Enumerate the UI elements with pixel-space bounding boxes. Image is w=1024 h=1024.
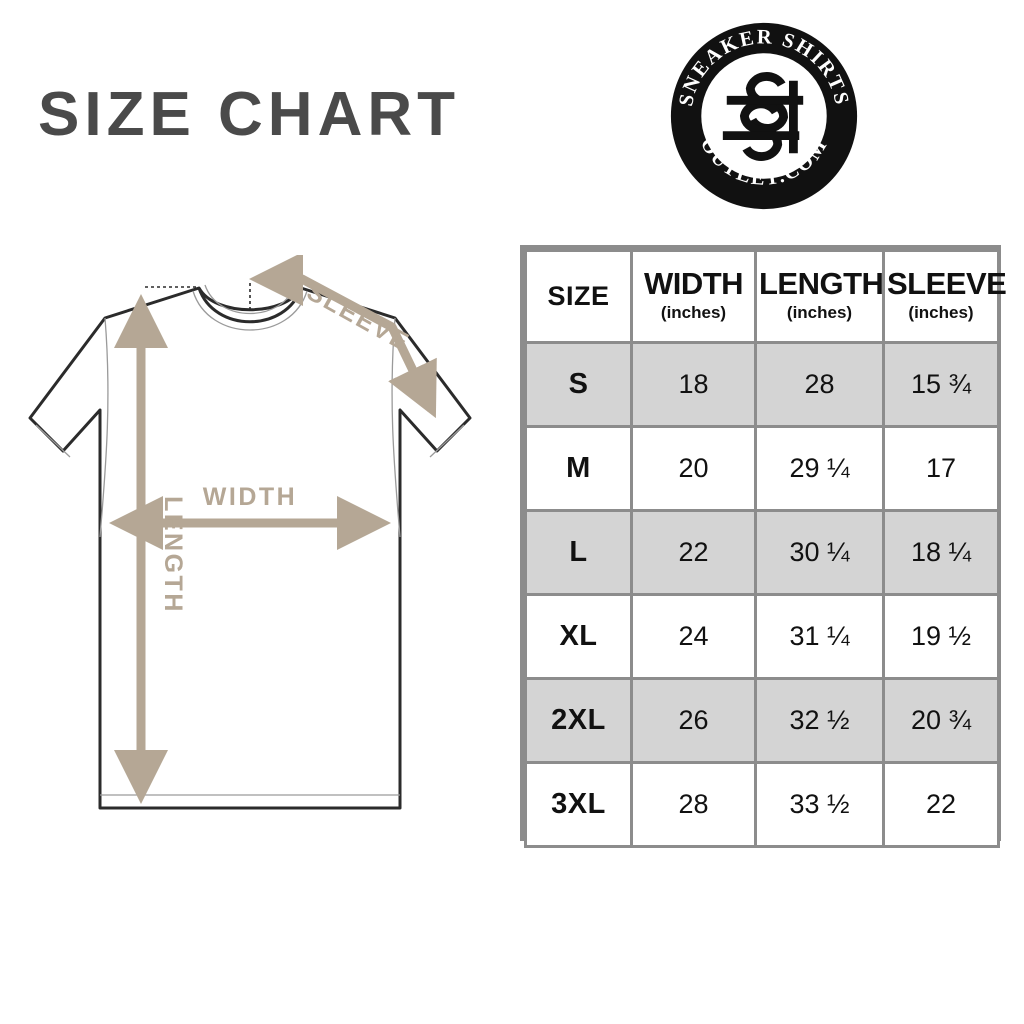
cell-sleeve: 22 <box>882 761 1000 848</box>
column-header-sleeve-label: SLEEVE <box>887 265 1007 301</box>
column-header-width-unit: (inches) <box>660 302 727 322</box>
cell-size: 3XL <box>524 761 633 848</box>
cell-sleeve: 19 ½ <box>882 593 1000 680</box>
table-body: S 18 28 15 ¾ M 20 29 ¼ 17 L 22 30 ¼ 18 ¼ <box>524 341 1000 848</box>
column-header-sleeve: SLEEVE (inches) <box>882 249 1007 344</box>
column-header-width: WIDTH (inches) <box>630 249 757 344</box>
table-row: L 22 30 ¼ 18 ¼ <box>524 509 1000 596</box>
cell-size: XL <box>524 593 633 680</box>
size-table: SIZE WIDTH (inches) LENGTH (inches) SLEE… <box>520 245 1007 848</box>
table-row: S 18 28 15 ¾ <box>524 341 1000 428</box>
column-header-width-label: WIDTH <box>643 265 744 301</box>
length-label: LENGTH <box>159 496 187 614</box>
cell-width: 22 <box>630 509 757 596</box>
cell-width: 26 <box>630 677 757 764</box>
page-title: SIZE CHART <box>38 80 460 149</box>
logo-monogram-icon <box>722 72 804 161</box>
cell-length: 33 ½ <box>754 761 885 848</box>
cell-sleeve: 15 ¾ <box>882 341 1000 428</box>
table-header-row: SIZE WIDTH (inches) LENGTH (inches) SLEE… <box>524 249 1007 344</box>
cell-width: 24 <box>630 593 757 680</box>
cell-length: 31 ¼ <box>754 593 885 680</box>
column-header-size: SIZE <box>524 249 633 344</box>
cell-size: 2XL <box>524 677 633 764</box>
cell-length: 29 ¼ <box>754 425 885 512</box>
cell-sleeve: 20 ¾ <box>882 677 1000 764</box>
width-label: WIDTH <box>203 483 297 511</box>
column-header-sleeve-unit: (inches) <box>908 302 974 322</box>
cell-size: S <box>524 341 633 428</box>
cell-sleeve: 17 <box>882 425 1000 512</box>
table-row: 2XL 26 32 ½ 20 ¾ <box>524 677 1000 764</box>
table-row: XL 24 31 ¼ 19 ½ <box>524 593 1000 680</box>
cell-size: M <box>524 425 633 512</box>
sleeve-measure-arrow <box>249 255 437 419</box>
column-header-size-label: SIZE <box>547 281 610 311</box>
column-header-length-label: LENGTH <box>759 265 884 301</box>
table-row: M 20 29 ¼ 17 <box>524 425 1000 512</box>
brand-logo: SNEAKER SHIRTS OUTLET.COM <box>666 18 862 214</box>
column-header-length-unit: (inches) <box>786 302 853 322</box>
cell-sleeve: 18 ¼ <box>882 509 1000 596</box>
tshirt-outline <box>28 286 472 810</box>
cell-width: 18 <box>630 341 757 428</box>
column-header-length: LENGTH (inches) <box>754 249 885 344</box>
cell-length: 30 ¼ <box>754 509 885 596</box>
cell-length: 28 <box>754 341 885 428</box>
cell-length: 32 ½ <box>754 677 885 764</box>
cell-width: 28 <box>630 761 757 848</box>
cell-width: 20 <box>630 425 757 512</box>
table-row: 3XL 28 33 ½ 22 <box>524 761 1000 848</box>
cell-size: L <box>524 509 633 596</box>
tshirt-diagram: SLEEVE WIDTH LENGTH <box>0 255 515 835</box>
